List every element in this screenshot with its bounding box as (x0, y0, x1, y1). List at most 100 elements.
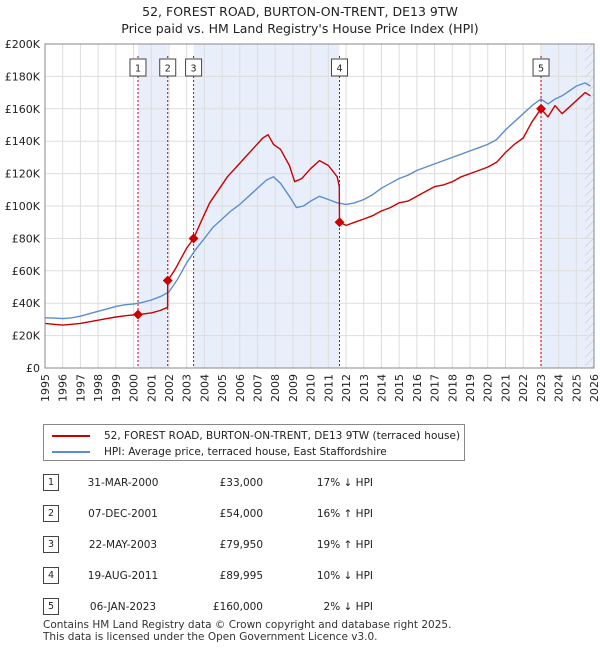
x-tick-label: 2007 (252, 374, 265, 402)
x-tick-label: 2008 (269, 374, 282, 402)
x-tick-label: 2003 (181, 374, 194, 402)
sale-label-number: 1 (135, 64, 141, 75)
y-tick-label: £80K (12, 232, 41, 245)
table-row: 3 22-MAY-2003 £79,950 19% ↑ HPI (43, 529, 373, 560)
sale-label-number: 2 (165, 64, 171, 75)
x-tick-label: 2013 (358, 374, 371, 402)
y-tick-label: £140K (5, 135, 41, 148)
x-tick-label: 2016 (411, 374, 424, 402)
x-tick-label: 2025 (570, 374, 583, 402)
sale-number-badge: 4 (43, 567, 59, 584)
sale-point (188, 233, 199, 244)
x-tick-label: 2002 (163, 374, 176, 402)
plot-border (44, 43, 595, 369)
sale-point (133, 309, 143, 320)
chart-legend: 52, FOREST ROAD, BURTON-ON-TRENT, DE13 9… (43, 424, 465, 461)
sale-label-box: 5 (532, 58, 550, 77)
x-tick-label: 2018 (446, 374, 459, 402)
x-tick-label: 2020 (482, 374, 495, 402)
sale-hpi-diff: 2% ↓ HPI (323, 600, 373, 613)
x-tick-label: 2022 (517, 374, 530, 402)
sale-hpi-diff: 17% ↓ HPI (316, 476, 373, 489)
y-tick-label: £40K (12, 297, 41, 310)
x-tick-label: 2017 (429, 374, 442, 402)
sale-point (536, 103, 546, 114)
sale-label-number: 4 (336, 64, 342, 75)
x-tick-label: 2005 (216, 374, 229, 402)
y-tick-label: £20K (12, 330, 41, 343)
sale-number-badge: 1 (43, 474, 59, 491)
x-tick-label: 2024 (553, 374, 566, 402)
sale-date: 22-MAY-2003 (88, 538, 158, 551)
x-tick-label: 2012 (340, 374, 353, 402)
x-tick-label: 2023 (535, 374, 548, 402)
footer-copyright: Contains HM Land Registry data © Crown c… (43, 619, 452, 631)
sale-number-badge: 3 (43, 536, 59, 553)
sale-label-border (532, 58, 550, 77)
sale-price: £33,000 (219, 476, 263, 489)
x-tick-label: 1996 (57, 374, 70, 402)
sale-point (334, 217, 345, 228)
footer-license: This data is licensed under the Open Gov… (43, 631, 378, 643)
sale-date: 31-MAR-2000 (87, 476, 159, 489)
x-tick-label: 2004 (198, 374, 211, 402)
sale-price: £79,950 (219, 538, 263, 551)
table-row: 4 19-AUG-2011 £89,995 10% ↓ HPI (43, 560, 373, 591)
sale-label-border (159, 58, 177, 77)
legend-label-property: 52, FOREST ROAD, BURTON-ON-TRENT, DE13 9… (104, 430, 461, 442)
sale-hpi-diff: 19% ↑ HPI (316, 538, 373, 551)
y-tick-label: £120K (5, 168, 41, 181)
x-tick-label: 2001 (145, 374, 158, 402)
sale-hpi-diff: 10% ↓ HPI (316, 569, 373, 582)
sale-label-box: 2 (159, 58, 177, 77)
sale-date: 19-AUG-2011 (87, 569, 159, 582)
footer-attribution: Contains HM Land Registry data © Crown c… (43, 619, 451, 643)
y-tick-label: £180K (5, 70, 41, 83)
table-row: 2 07-DEC-2001 £54,000 16% ↑ HPI (43, 498, 373, 529)
x-tick-label: 2015 (393, 374, 406, 402)
x-tick-label: 2014 (375, 374, 388, 402)
sale-label-border (185, 58, 203, 77)
hpi-line (44, 82, 591, 320)
sales-table: 1 31-MAR-2000 £33,000 17% ↓ HPI 2 07-DEC… (43, 467, 373, 622)
sale-label-box: 1 (129, 58, 147, 77)
sale-label-border (331, 58, 349, 77)
sale-label-border (129, 58, 147, 77)
legend-swatch-property (52, 435, 90, 437)
y-tick-label: £60K (12, 265, 41, 278)
sale-label-number: 5 (538, 64, 544, 75)
x-tick-label: 1995 (39, 374, 52, 402)
y-tick-label: £200K (5, 38, 41, 51)
property-price-line (44, 91, 591, 326)
x-tick-label: 1997 (74, 374, 87, 402)
x-tick-label: 2010 (305, 374, 318, 402)
y-tick-label: £160K (5, 103, 41, 116)
sale-price: £160,000 (212, 600, 263, 613)
sale-date: 07-DEC-2001 (88, 507, 158, 520)
x-tick-label: 2019 (464, 374, 477, 402)
legend-swatch-hpi (52, 451, 90, 453)
price-chart: 1 2 3 4 5 £0 £20K £40K £60K £80K £100K £120K £140K £1… (5, 38, 600, 402)
table-row: 1 31-MAR-2000 £33,000 17% ↓ HPI (43, 467, 373, 498)
y-tick-label: £100K (5, 200, 41, 213)
x-tick-label: 2006 (234, 374, 247, 402)
sale-number-badge: 5 (43, 598, 59, 615)
sale-date: 06-JAN-2023 (89, 600, 157, 613)
sale-number-badge: 2 (43, 505, 59, 522)
chart-title: 52, FOREST ROAD, BURTON-ON-TRENT, DE13 9… (142, 4, 458, 19)
sale-price: £54,000 (219, 507, 263, 520)
sale-label-box: 4 (331, 58, 349, 77)
legend-label-hpi: HPI: Average price, terraced house, East… (104, 446, 387, 458)
y-tick-label: £0 (26, 362, 40, 375)
x-tick-label: 2009 (287, 374, 300, 402)
chart-title-block: 52, FOREST ROAD, BURTON-ON-TRENT, DE13 9… (0, 3, 600, 37)
x-tick-label: 1998 (92, 374, 105, 402)
sale-hpi-diff: 16% ↑ HPI (316, 507, 373, 520)
x-tick-label: 2011 (322, 374, 335, 402)
x-tick-label: 2000 (128, 374, 141, 402)
x-tick-label: 2021 (499, 374, 512, 402)
table-row: 5 06-JAN-2023 £160,000 2% ↓ HPI (43, 591, 373, 622)
sale-label-number: 3 (191, 64, 197, 75)
sale-point (162, 275, 173, 286)
chart-subtitle: Price paid vs. HM Land Registry's House … (121, 21, 479, 36)
